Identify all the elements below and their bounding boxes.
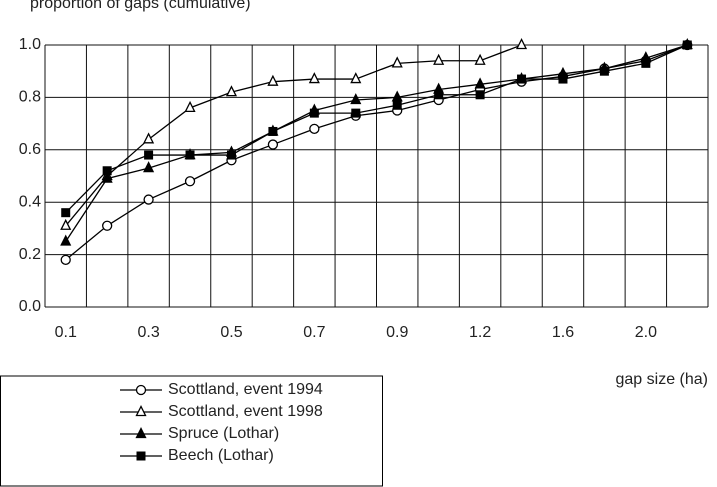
legend-marker: [136, 451, 146, 461]
y-tick-label: 0.8: [19, 89, 41, 106]
y-axis-title: proportion of gaps (cumulative): [30, 0, 251, 12]
legend-label: Scottland, event 1998: [168, 403, 323, 420]
data-point: [682, 40, 692, 50]
series-line: [65, 44, 688, 214]
y-tick-label: 1.0: [19, 36, 41, 53]
x-tick-label: 0.3: [137, 324, 159, 341]
data-point: [61, 208, 71, 218]
x-tick-label: 0.1: [55, 324, 77, 341]
data-point: [226, 150, 236, 160]
data-point: [268, 126, 278, 136]
data-point: [143, 132, 155, 144]
y-tick-label: 0.6: [19, 141, 41, 158]
data-point: [350, 72, 362, 84]
y-tick-label: 0.0: [19, 298, 41, 315]
data-point: [308, 72, 320, 84]
data-point: [641, 58, 651, 68]
data-point: [391, 56, 403, 68]
x-tick-label: 0.9: [386, 324, 408, 341]
data-point: [517, 74, 527, 84]
data-point: [60, 234, 72, 246]
data-point: [599, 66, 609, 76]
legend-box: [0, 375, 383, 487]
x-tick-label: 0.5: [220, 324, 242, 341]
data-point: [350, 93, 362, 105]
legend-label: Scottland, event 1994: [168, 381, 323, 398]
x-tick-label: 2.0: [635, 324, 657, 341]
x-tick-label: 1.6: [552, 324, 574, 341]
data-point: [144, 150, 154, 160]
legend-marker: [135, 405, 147, 417]
y-tick-label: 0.2: [19, 246, 41, 263]
x-tick-label: 0.7: [303, 324, 325, 341]
data-point: [185, 150, 195, 160]
data-point: [392, 100, 402, 110]
data-point: [184, 176, 196, 187]
legend-label: Beech (Lothar): [168, 447, 274, 464]
series-line: [65, 44, 688, 261]
data-point: [558, 74, 568, 84]
data-point: [474, 77, 486, 89]
legend-label: Spruce (Lothar): [168, 425, 279, 442]
data-point: [60, 218, 72, 230]
data-point: [474, 53, 486, 65]
data-point: [225, 85, 238, 97]
data-point: [351, 108, 361, 118]
data-point: [309, 108, 319, 118]
data-point: [475, 90, 485, 100]
data-point: [434, 90, 444, 100]
data-point: [515, 38, 528, 50]
legend-marker: [135, 384, 147, 396]
data-point: [143, 194, 154, 205]
series-line: [65, 44, 688, 242]
data-point: [102, 220, 113, 231]
data-point: [184, 100, 196, 113]
data-point: [102, 166, 112, 176]
data-point: [101, 171, 113, 183]
x-tick-label: 1.2: [469, 324, 491, 341]
data-point: [433, 53, 445, 65]
data-point: [143, 161, 155, 173]
x-axis-title: gap size (ha): [616, 371, 709, 388]
legend-marker: [135, 427, 147, 439]
data-point: [267, 74, 279, 86]
data-point: [60, 254, 71, 265]
y-tick-label: 0.4: [19, 193, 41, 210]
data-point: [309, 123, 320, 134]
data-point: [267, 139, 279, 150]
series-line: [65, 44, 522, 227]
